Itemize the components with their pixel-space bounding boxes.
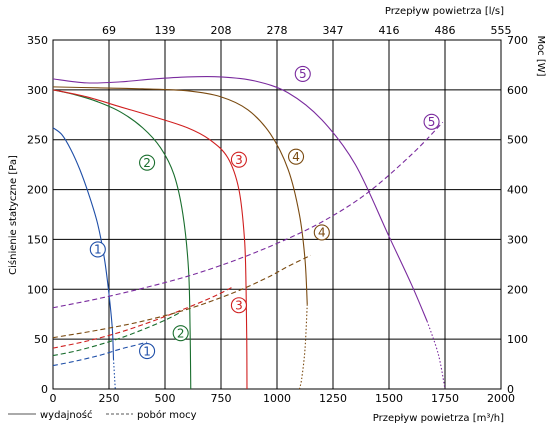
x-top-tick-label: 278 [267,24,288,37]
x-tick-label: 1500 [375,392,403,405]
series-layer [52,75,446,390]
series-marker-circle [287,148,305,165]
series-3-pressure-line [52,89,248,390]
series-5-pressure-line [52,75,428,322]
x-tick-label: 2000 [487,392,515,405]
series-2-pressure-line [52,89,192,390]
x-top-tick-label: 486 [435,24,456,37]
series-markers: 1 1 2 2 3 3 4 4 5 5 [89,65,440,360]
y-right-tick-label: 200 [507,283,528,296]
y-left-tick-label: 50 [34,333,48,346]
series-marker-label: 5 [428,115,436,129]
series-marker-label: 4 [292,150,300,164]
y-left-tick-label: 250 [27,134,48,147]
y-right-tick-label: 700 [507,34,528,47]
series-marker-label: 1 [94,243,102,257]
x-tick-label: 1750 [431,392,459,405]
legend-dashed-label: pobór mocy [137,409,197,421]
y-right-tick-label: 600 [507,84,528,97]
y-left-tick-label: 150 [27,233,48,246]
x-tick-label: 1000 [263,392,291,405]
series-marker-circle [230,297,247,314]
series-marker-circle [230,151,247,168]
series-marker-circle [139,154,156,171]
series-marker-label: 3 [235,299,243,313]
x-tick-label: 500 [155,392,176,405]
series-marker-label: 3 [235,153,243,167]
y-left-tick-label: 0 [41,383,48,396]
y-left-tick-label: 350 [27,34,48,47]
series-marker-circle [172,325,189,342]
y-right-tick-label: 0 [507,383,514,396]
y-right-tick-label: 300 [507,233,528,246]
series-4-pressure-line [52,86,308,305]
x-tick-label: 1250 [319,392,347,405]
series-marker-circle [139,343,156,360]
series-1-pressure-tail [112,359,116,390]
x-tick-label: 0 [50,392,57,405]
y-left-axis-label: Ciśnienie statyczne [Pa] [7,155,19,275]
series-4-pressure-tail [298,304,308,390]
y-left-tick-label: 100 [27,283,48,296]
series-marker-circle [89,241,106,258]
series-marker-label: 4 [318,226,326,240]
x-top-tick-label: 208 [211,24,232,37]
x-top-axis-label: Przepływ powietrza [l/s] [385,6,504,17]
x-tick-label: 750 [211,392,232,405]
series-marker-label: 2 [177,326,185,340]
series-1-pressure-line [52,127,115,360]
grid [52,39,502,390]
x-top-tick-label: 139 [155,24,176,37]
series-3-power-line [52,286,233,349]
series-marker-circle [423,113,440,130]
series-marker-label: 2 [143,156,151,170]
y-left-tick-label: 300 [27,84,48,97]
series-1-power-line [52,341,148,367]
x-tick-label: 250 [99,392,120,405]
x-top-tick-label: 555 [491,24,512,37]
y-right-tick-label: 400 [507,184,528,197]
series-marker-label: 5 [299,67,307,81]
legend: wydajność pobór mocy [8,409,197,421]
series-4-power-line [52,254,311,339]
series-5-pressure-tail [426,321,446,390]
x-top-tick-label: 69 [102,24,116,37]
y-right-tick-label: 500 [507,134,528,147]
y-left-tick-label: 200 [27,184,48,197]
series-2-power-line [52,311,181,357]
x-top-tick-label: 416 [379,24,400,37]
series-marker-circle [313,224,330,241]
x-bottom-axis-label: Przepływ powietrza [m³/h] [373,413,504,424]
legend-solid-label: wydajność [40,409,93,421]
series-marker-label: 1 [143,344,151,358]
x-top-tick-label: 347 [323,24,344,37]
y-right-tick-label: 100 [507,333,528,346]
y-right-axis-label: Moc [W] [535,35,546,76]
series-5-power-line [52,121,444,309]
series-marker-circle [294,65,311,82]
